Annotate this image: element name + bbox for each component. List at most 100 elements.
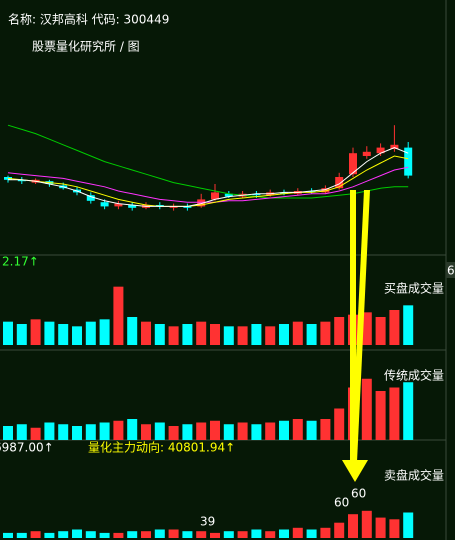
volume-bar bbox=[196, 321, 207, 345]
candle-body bbox=[86, 195, 95, 201]
volume-bar bbox=[237, 326, 248, 345]
volume-bar bbox=[223, 531, 234, 538]
volume-bar bbox=[237, 422, 248, 440]
candle-body bbox=[321, 188, 330, 193]
volume-bar bbox=[320, 321, 331, 345]
volume-bar bbox=[168, 426, 179, 440]
volume-bar bbox=[141, 424, 151, 440]
volume-bar bbox=[361, 312, 372, 345]
volume-bar bbox=[361, 378, 372, 440]
volume-bar bbox=[389, 519, 400, 538]
volume-bar bbox=[403, 512, 414, 538]
candle-body bbox=[169, 206, 178, 208]
volume-bar bbox=[306, 529, 317, 538]
value-text: 6987.00↑ bbox=[0, 441, 54, 455]
volume-bar bbox=[85, 424, 96, 440]
volume-bar bbox=[265, 326, 276, 345]
volume-bar bbox=[16, 532, 27, 538]
candle-body bbox=[197, 199, 206, 207]
volume-bar bbox=[141, 321, 151, 345]
candle-body bbox=[211, 192, 219, 200]
candle-body bbox=[252, 193, 261, 196]
volume-bar bbox=[320, 527, 331, 538]
panel-label: 买盘成交量 bbox=[384, 281, 444, 296]
volume-bar bbox=[30, 531, 41, 538]
volume-bar bbox=[334, 408, 345, 440]
volume-bar bbox=[85, 531, 96, 538]
volume-bar bbox=[72, 426, 82, 440]
volume-bar bbox=[251, 424, 262, 440]
ma-line bbox=[7, 124, 409, 199]
volume-bar bbox=[389, 387, 400, 440]
volume-bar bbox=[361, 510, 372, 538]
arrows bbox=[342, 190, 370, 482]
candle-body bbox=[155, 205, 164, 207]
candle-body bbox=[307, 191, 316, 193]
volume-bar bbox=[72, 529, 82, 538]
volume-bar bbox=[168, 529, 179, 538]
volume-bar bbox=[99, 532, 110, 538]
candle-body bbox=[280, 192, 288, 194]
volume-bar bbox=[3, 321, 13, 345]
volume-bar bbox=[44, 532, 55, 538]
candle-body bbox=[114, 203, 123, 207]
volume-bar bbox=[251, 529, 262, 538]
volume-bar bbox=[292, 321, 303, 345]
volume-bar bbox=[292, 419, 303, 440]
volume-bar bbox=[99, 422, 110, 440]
volume-bar bbox=[375, 517, 386, 538]
stock-name: 名称: 汉邦高科 代码: 300449 bbox=[8, 12, 169, 27]
volume-bar bbox=[154, 422, 165, 440]
volume-bar bbox=[113, 420, 124, 440]
arrow-head bbox=[342, 460, 368, 482]
candle-body bbox=[183, 206, 192, 208]
volume-bar bbox=[141, 531, 151, 538]
volume-bar bbox=[72, 326, 82, 345]
volume-bar bbox=[334, 522, 345, 538]
volume-bar bbox=[403, 382, 414, 440]
volume-bar bbox=[279, 420, 289, 440]
volume-bar bbox=[154, 529, 165, 538]
volume-bar bbox=[3, 532, 13, 538]
volume-bar bbox=[251, 324, 262, 345]
ma-line bbox=[8, 147, 409, 207]
volume-bar bbox=[113, 286, 124, 345]
candle-body bbox=[376, 147, 385, 154]
candle-body bbox=[362, 151, 371, 156]
candle-body bbox=[335, 177, 344, 189]
volume-bar bbox=[58, 424, 69, 440]
candle-body bbox=[224, 193, 233, 197]
volume-bar bbox=[265, 531, 276, 538]
volume-bar bbox=[279, 324, 289, 345]
volume-bar bbox=[265, 422, 276, 440]
volume-bar bbox=[182, 531, 193, 538]
volume-bar bbox=[154, 324, 165, 345]
volume-bar bbox=[30, 427, 41, 440]
volume-bar bbox=[127, 531, 138, 538]
volume-bar bbox=[85, 321, 96, 345]
candle-body bbox=[17, 179, 26, 182]
volume-bar bbox=[30, 319, 41, 345]
annotation: 39 bbox=[200, 515, 215, 529]
panel-label: 卖盘成交量 bbox=[384, 468, 444, 483]
volume-bar bbox=[279, 529, 289, 538]
annotation: 60 bbox=[351, 487, 366, 501]
volume-bar bbox=[223, 326, 234, 345]
volume-bar bbox=[168, 326, 179, 345]
source: 股票量化研究所 / 图 bbox=[32, 39, 140, 54]
volume-bar bbox=[3, 426, 13, 440]
volume-bar bbox=[58, 531, 69, 538]
volume-bar bbox=[210, 324, 220, 345]
volume-bar bbox=[306, 420, 317, 440]
edge-tag-box bbox=[446, 262, 455, 278]
volume-bar bbox=[196, 422, 207, 440]
volume-bar bbox=[237, 531, 248, 538]
volume-bar bbox=[292, 527, 303, 538]
volume-bar bbox=[196, 531, 207, 538]
value-text: 2.17↑ bbox=[2, 255, 39, 269]
arrow-shaft bbox=[351, 190, 370, 462]
volume-bar bbox=[16, 324, 27, 345]
ma-line bbox=[7, 166, 409, 203]
ma-line bbox=[7, 155, 409, 207]
